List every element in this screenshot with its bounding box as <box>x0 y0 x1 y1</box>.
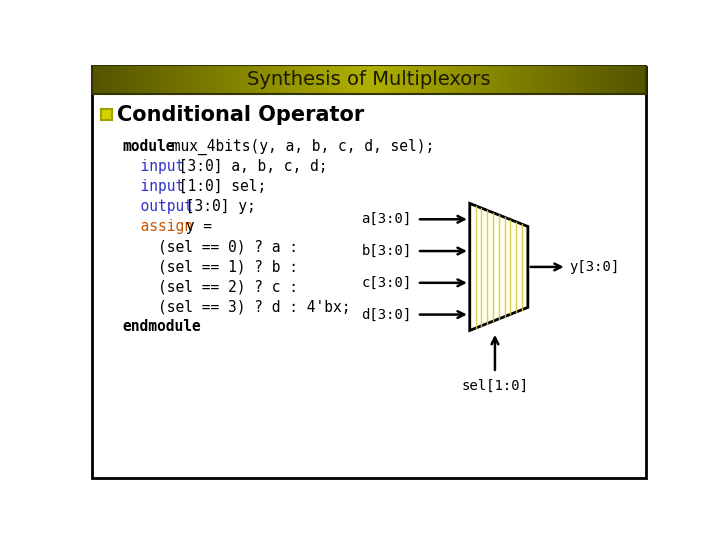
Text: module: module <box>122 139 175 154</box>
Text: sel[1:0]: sel[1:0] <box>462 379 528 393</box>
Text: y =: y = <box>177 219 212 234</box>
Bar <box>92 65 646 94</box>
Text: output: output <box>122 199 192 214</box>
Text: a[3:0]: a[3:0] <box>361 212 412 226</box>
Text: Synthesis of Multiplexors: Synthesis of Multiplexors <box>247 70 491 89</box>
Text: b[3:0]: b[3:0] <box>361 244 412 258</box>
Text: Conditional Operator: Conditional Operator <box>117 105 364 125</box>
Text: (sel == 2) ? c :: (sel == 2) ? c : <box>122 279 297 294</box>
Bar <box>101 110 112 120</box>
Text: d[3:0]: d[3:0] <box>361 308 412 321</box>
Text: y[3:0]: y[3:0] <box>570 260 620 274</box>
Text: [3:0] y;: [3:0] y; <box>177 199 256 214</box>
Text: assign: assign <box>122 219 192 234</box>
Text: mux_4bits(y, a, b, c, d, sel);: mux_4bits(y, a, b, c, d, sel); <box>163 138 434 154</box>
Text: [3:0] a, b, c, d;: [3:0] a, b, c, d; <box>170 159 328 174</box>
Text: input: input <box>122 179 184 194</box>
Text: (sel == 3) ? d : 4'bx;: (sel == 3) ? d : 4'bx; <box>122 299 350 314</box>
Text: (sel == 0) ? a :: (sel == 0) ? a : <box>122 239 297 254</box>
Text: c[3:0]: c[3:0] <box>361 276 412 290</box>
Text: endmodule: endmodule <box>122 319 202 334</box>
Text: (sel == 1) ? b :: (sel == 1) ? b : <box>122 259 297 274</box>
Text: input: input <box>122 159 184 174</box>
Polygon shape <box>469 204 528 330</box>
Text: [1:0] sel;: [1:0] sel; <box>170 179 266 194</box>
